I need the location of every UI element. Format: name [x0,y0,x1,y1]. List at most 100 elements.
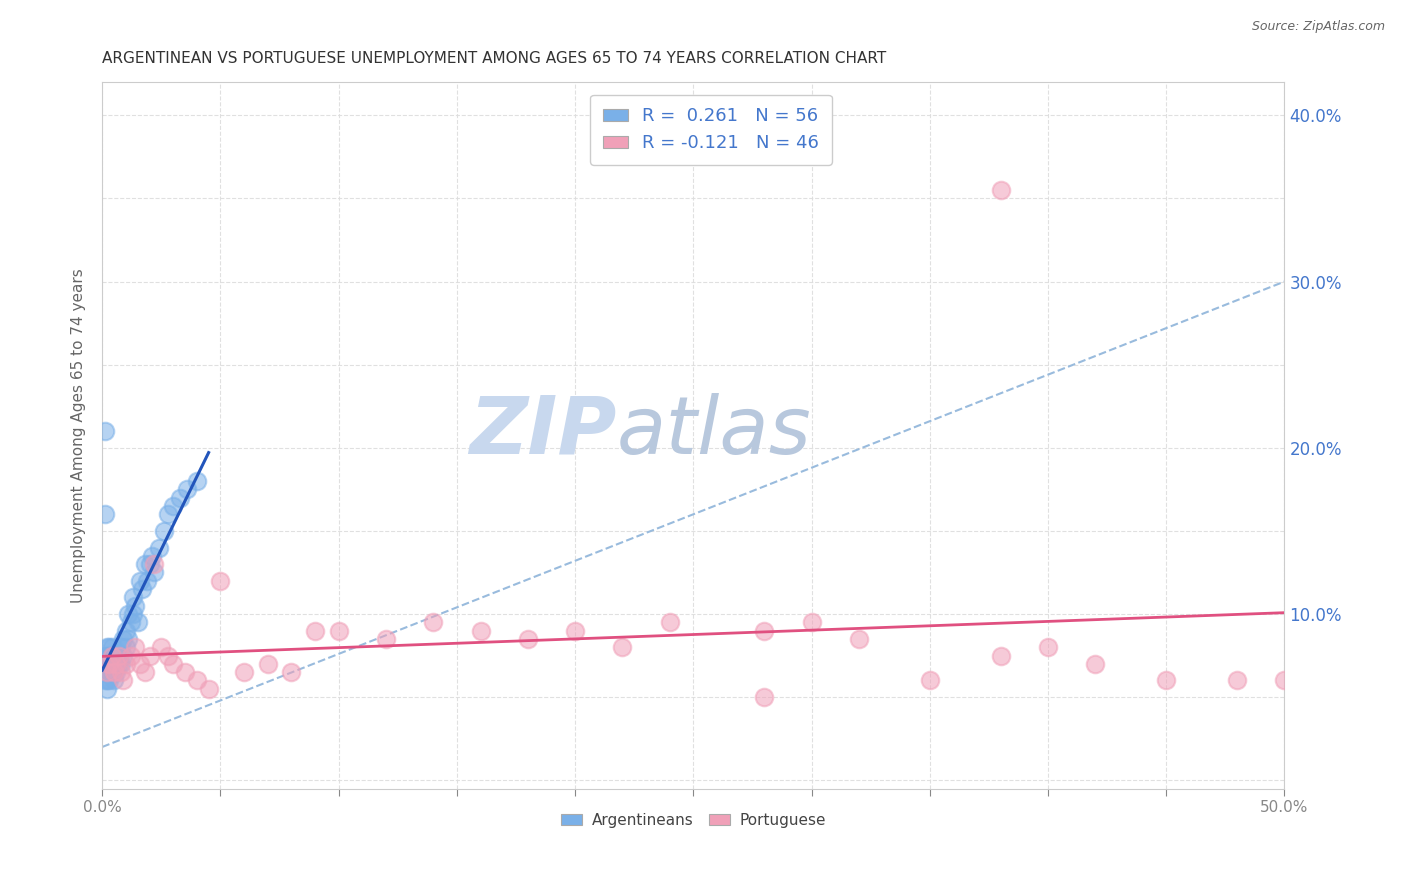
Point [169,491,191,505]
Y-axis label: Unemployment Among Ages 65 to 74 years: Unemployment Among Ages 65 to 74 years [72,268,86,603]
Point [134,557,156,571]
Point [564,624,586,638]
Point [96,665,118,680]
Point [96,665,118,680]
Point [117,607,139,621]
Point [848,632,870,646]
Point [105,665,128,680]
Point [131,582,153,596]
Point [110,640,132,655]
Point [1154,673,1177,688]
Point [93,673,115,688]
Point [98,673,121,688]
Point [103,673,125,688]
Point [148,541,170,555]
Point [122,607,145,621]
Point [150,640,173,655]
Point [120,648,142,663]
Point [754,690,776,705]
Point [990,648,1012,663]
Point [152,524,174,538]
Point [197,681,219,696]
Point [115,640,138,655]
Point [990,183,1012,197]
Text: ARGENTINEAN VS PORTUGUESE UNEMPLOYMENT AMONG AGES 65 TO 74 YEARS CORRELATION CHA: ARGENTINEAN VS PORTUGUESE UNEMPLOYMENT A… [103,51,886,66]
Text: ZIP: ZIP [470,392,616,471]
Point [754,624,776,638]
Point [143,557,166,571]
Point [110,665,132,680]
Point [162,499,184,513]
Point [98,657,121,671]
Point [107,648,129,663]
Point [328,624,350,638]
Text: atlas: atlas [616,392,811,471]
Point [96,640,118,655]
Point [209,574,232,588]
Text: Source: ZipAtlas.com: Source: ZipAtlas.com [1251,20,1385,33]
Point [100,640,122,655]
Point [157,648,180,663]
Point [103,657,125,671]
Point [93,424,115,438]
Point [1084,657,1107,671]
Point [96,648,118,663]
Point [422,615,444,630]
Point [138,557,160,571]
Point [129,657,152,671]
Point [516,632,538,646]
Point [124,599,146,613]
Point [134,665,156,680]
Point [470,624,492,638]
Point [256,657,278,671]
Point [138,648,160,663]
Point [96,657,118,671]
Point [96,673,118,688]
Point [100,665,122,680]
Point [136,574,159,588]
Point [918,673,941,688]
Point [658,615,681,630]
Point [107,657,129,671]
Point [103,665,125,680]
Point [280,665,302,680]
Point [800,615,823,630]
Point [1226,673,1249,688]
Point [93,665,115,680]
Point [122,591,145,605]
Point [141,549,163,563]
Point [143,566,166,580]
Point [127,615,149,630]
Point [98,648,121,663]
Point [174,665,197,680]
Point [162,657,184,671]
Point [612,640,634,655]
Point [186,474,208,488]
Point [112,673,135,688]
Point [100,648,122,663]
Point [98,665,121,680]
Point [120,615,142,630]
Point [124,640,146,655]
Point [110,657,132,671]
Point [115,624,138,638]
Point [98,640,121,655]
Point [105,648,128,663]
Point [100,648,122,663]
Point [107,648,129,663]
Point [112,632,135,646]
Point [93,648,115,663]
Point [1274,673,1296,688]
Point [103,665,125,680]
Point [157,508,180,522]
Point [98,657,121,671]
Point [115,657,138,671]
Point [233,665,256,680]
Point [93,508,115,522]
Point [176,483,198,497]
Legend: Argentineans, Portuguese: Argentineans, Portuguese [555,806,832,834]
Point [105,657,128,671]
Point [186,673,208,688]
Point [1036,640,1059,655]
Point [112,648,135,663]
